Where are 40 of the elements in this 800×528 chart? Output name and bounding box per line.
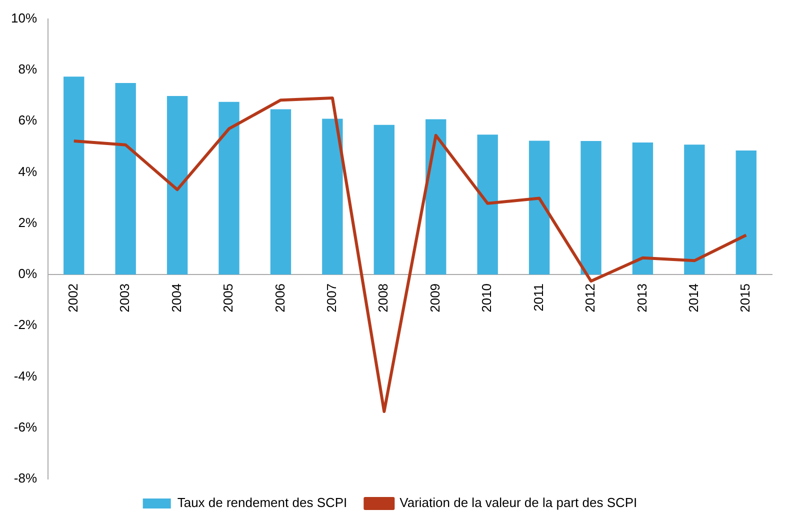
x-tick-label: 2007 [324,283,340,312]
bar [270,109,292,274]
y-tick-label: 10% [10,10,38,26]
x-tick-label: 2014 [686,283,702,312]
bar [218,102,240,274]
x-tick-label: 2002 [65,283,80,312]
bar [64,76,84,274]
y-tick-label: -2% [14,317,38,332]
bar [115,82,136,274]
x-tick-label: 2005 [220,283,236,312]
x-tick-label: 2009 [427,283,442,312]
x-tick-label: 2006 [272,283,288,312]
x-tick-label: 2008 [376,283,391,312]
bar [684,144,705,274]
legend-label: Variation de la valeur de la part des SCPI [400,495,638,510]
legend-label: Taux de rendement des SCPI [177,495,348,510]
x-tick-label: 2013 [634,283,650,312]
y-tick-label: -6% [14,419,38,434]
bar [166,96,188,274]
x-tick-label: 2012 [582,283,598,312]
y-tick-label: 6% [18,112,38,128]
bar [322,118,343,274]
bar [477,134,498,274]
y-tick-label: 8% [18,62,38,77]
bar [374,124,394,274]
y-tick-label: -4% [14,368,38,384]
bar [580,141,602,274]
bar [426,119,446,274]
x-tick-label: 2015 [738,283,753,312]
x-tick-label: 2003 [117,283,132,312]
x-tick-label: 2010 [479,283,494,312]
y-tick-label: 2% [18,214,38,230]
x-tick-label: 2011 [530,283,546,312]
bar [632,142,654,274]
y-tick-label: -8% [14,470,38,486]
y-tick-label: 4% [18,164,38,179]
bar [528,140,550,274]
y-tick-label: 0% [18,266,38,282]
x-tick-label: 2004 [168,283,184,312]
bar [736,150,756,274]
